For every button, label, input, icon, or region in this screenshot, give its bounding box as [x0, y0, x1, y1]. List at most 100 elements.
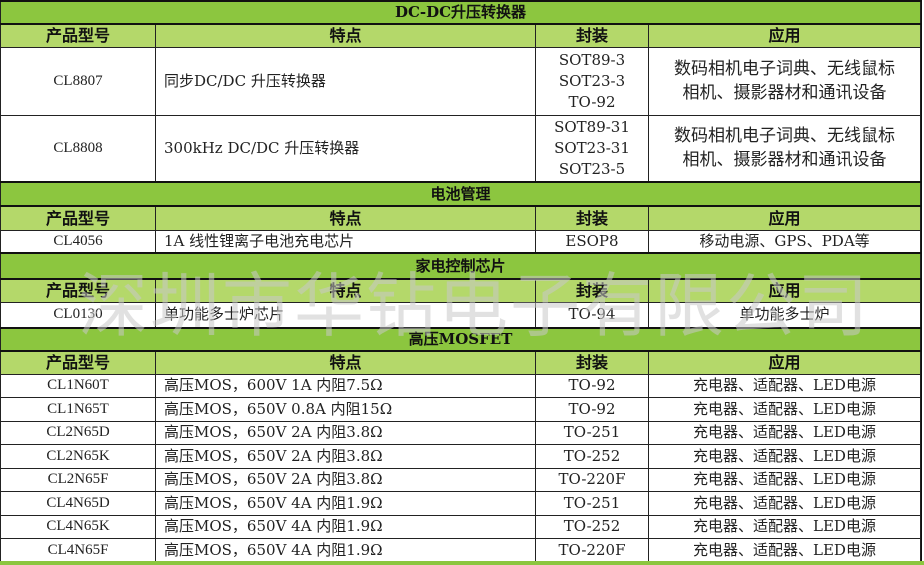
section-title-row: 高压MOSFET [0, 327, 921, 352]
table-row: CL2N65K 高压MOS，650V 2A 内阻3.8Ω TO-252 充电器、适配器… [0, 444, 921, 469]
table-row: CL8808 300kHz DC/DC 升压转换器 SOT89-31 SOT23-31… [0, 114, 921, 183]
table-row: CL0130 单功能多士炉芯片 TO-94 单功能多士炉 [0, 301, 921, 329]
package-cell: TO-220F [535, 467, 649, 492]
application-cell: 充电器、适配器、LED电源 [648, 444, 921, 469]
model-cell: CL1N65T [0, 397, 156, 422]
bottom-strip [0, 561, 924, 565]
feature-cell: 高压MOS，650V 0.8A 内阻15Ω [155, 397, 536, 422]
model-cell: CL0130 [0, 301, 156, 329]
package-cell: TO-251 [535, 420, 649, 445]
feature-cell: 单功能多士炉芯片 [155, 301, 536, 329]
package-cell: SOT89-31 SOT23-31 SOT23-5 [535, 114, 649, 183]
package-cell: TO-252 [535, 444, 649, 469]
table-row: CL2N65F 高压MOS，650V 2A 内阻3.8Ω TO-220F 充电器、适配… [0, 467, 921, 492]
table-row: CL1N65T 高压MOS，650V 0.8A 内阻15Ω TO-92 充电器、适配器… [0, 397, 921, 422]
table-row: CL2N65D 高压MOS，650V 2A 内阻3.8Ω TO-251 充电器、适配器… [0, 420, 921, 445]
column-header-model: 产品型号 [0, 23, 156, 48]
column-header-feature: 特点 [155, 278, 536, 303]
table-row: CL1N60T 高压MOS，600V 1A 内阻7.5Ω TO-92 充电器、适配器、… [0, 373, 921, 398]
package-cell: TO-251 [535, 491, 649, 516]
application-line: 充电器、适配器、LED电源 [693, 470, 876, 489]
feature-cell: 同步DC/DC 升压转换器 [155, 46, 536, 116]
header-row: 产品型号 特点 封装 应用 [0, 278, 921, 303]
model-cell: CL4056 [0, 229, 156, 254]
package-line: TO-92 [568, 92, 616, 111]
feature-cell: 高压MOS，650V 4A 内阻1.9Ω [155, 491, 536, 516]
package-line: TO-252 [563, 517, 621, 536]
column-header-application: 应用 [648, 205, 921, 231]
model-cell: CL1N60T [0, 373, 156, 398]
section-title: 电池管理 [0, 181, 921, 207]
table-row: CL4N65F 高压MOS，650V 4A 内阻1.9Ω TO-220F 充电器、适配… [0, 538, 921, 563]
application-line: 充电器、适配器、LED电源 [693, 493, 876, 512]
model-cell: CL8807 [0, 46, 156, 116]
package-line: TO-92 [568, 376, 616, 395]
application-cell: 数码相机电子词典、无线鼠标 相机、摄影器材和通讯设备 [648, 46, 921, 116]
application-cell: 移动电源、GPS、PDA等 [648, 229, 921, 254]
column-header-application: 应用 [648, 350, 921, 375]
column-header-application: 应用 [648, 278, 921, 303]
feature-cell: 高压MOS，650V 4A 内阻1.9Ω [155, 538, 536, 563]
section-title-row: DC-DC升压转换器 [0, 0, 921, 25]
application-line: 充电器、适配器、LED电源 [693, 517, 876, 536]
section-title: 家电控制芯片 [0, 252, 921, 280]
application-line: 数码相机电子词典、无线鼠标 [674, 59, 895, 79]
package-line: TO-94 [568, 305, 616, 324]
section-title: 高压MOSFET [0, 327, 921, 352]
feature-cell: 高压MOS，600V 1A 内阻7.5Ω [155, 373, 536, 398]
package-line: SOT23-5 [558, 159, 626, 178]
feature-cell: 1A 线性锂离子电池充电芯片 [155, 229, 536, 254]
package-line: SOT89-3 [558, 50, 626, 69]
column-header-feature: 特点 [155, 205, 536, 231]
application-line: 相机、摄影器材和通讯设备 [682, 83, 887, 103]
feature-cell: 高压MOS，650V 2A 内阻3.8Ω [155, 420, 536, 445]
column-header-model: 产品型号 [0, 278, 156, 303]
column-header-model: 产品型号 [0, 205, 156, 231]
column-header-package: 封装 [535, 23, 649, 48]
header-row: 产品型号 特点 封装 应用 [0, 205, 921, 231]
application-cell: 充电器、适配器、LED电源 [648, 373, 921, 398]
application-cell: 充电器、适配器、LED电源 [648, 420, 921, 445]
feature-cell: 高压MOS，650V 2A 内阻3.8Ω [155, 444, 536, 469]
application-line: 数码相机电子词典、无线鼠标 [674, 126, 895, 147]
package-line: TO-252 [563, 446, 621, 465]
feature-cell: 300kHz DC/DC 升压转换器 [155, 114, 536, 183]
package-line: SOT23-3 [558, 71, 626, 90]
column-header-feature: 特点 [155, 23, 536, 48]
package-line: ESOP8 [565, 231, 619, 250]
column-header-package: 封装 [535, 205, 649, 231]
application-cell: 单功能多士炉 [648, 301, 921, 329]
application-cell: 充电器、适配器、LED电源 [648, 397, 921, 422]
model-cell: CL2N65K [0, 444, 156, 469]
application-line: 充电器、适配器、LED电源 [693, 540, 876, 559]
package-cell: TO-252 [535, 514, 649, 539]
application-line: 充电器、适配器、LED电源 [693, 423, 876, 442]
section-title: DC-DC升压转换器 [0, 0, 921, 25]
package-cell: SOT89-3 SOT23-3 TO-92 [535, 46, 649, 116]
application-cell: 充电器、适配器、LED电源 [648, 467, 921, 492]
model-cell: CL2N65F [0, 467, 156, 492]
section-title-row: 家电控制芯片 [0, 252, 921, 280]
feature-cell: 高压MOS，650V 4A 内阻1.9Ω [155, 514, 536, 539]
model-cell: CL2N65D [0, 420, 156, 445]
table-row: CL4056 1A 线性锂离子电池充电芯片 ESOP8 移动电源、GPS、PDA等 [0, 229, 921, 254]
application-cell: 充电器、适配器、LED电源 [648, 491, 921, 516]
package-line: TO-251 [563, 423, 621, 442]
column-header-feature: 特点 [155, 350, 536, 375]
header-row: 产品型号 特点 封装 应用 [0, 23, 921, 48]
model-cell: CL4N65D [0, 491, 156, 516]
application-line: 充电器、适配器、LED电源 [693, 376, 876, 395]
column-header-package: 封装 [535, 278, 649, 303]
package-cell: ESOP8 [535, 229, 649, 254]
column-header-package: 封装 [535, 350, 649, 375]
package-line: TO-251 [563, 493, 621, 512]
application-line: 充电器、适配器、LED电源 [693, 399, 876, 418]
package-line: TO-220F [558, 540, 626, 559]
package-line: SOT89-31 [554, 117, 630, 136]
feature-cell: 高压MOS，650V 2A 内阻3.8Ω [155, 467, 536, 492]
table-row: CL8807 同步DC/DC 升压转换器 SOT89-3 SOT23-3 TO-92 数码… [0, 46, 921, 116]
column-header-application: 应用 [648, 23, 921, 48]
application-cell: 充电器、适配器、LED电源 [648, 514, 921, 539]
application-cell: 数码相机电子词典、无线鼠标 相机、摄影器材和通讯设备 [648, 114, 921, 183]
